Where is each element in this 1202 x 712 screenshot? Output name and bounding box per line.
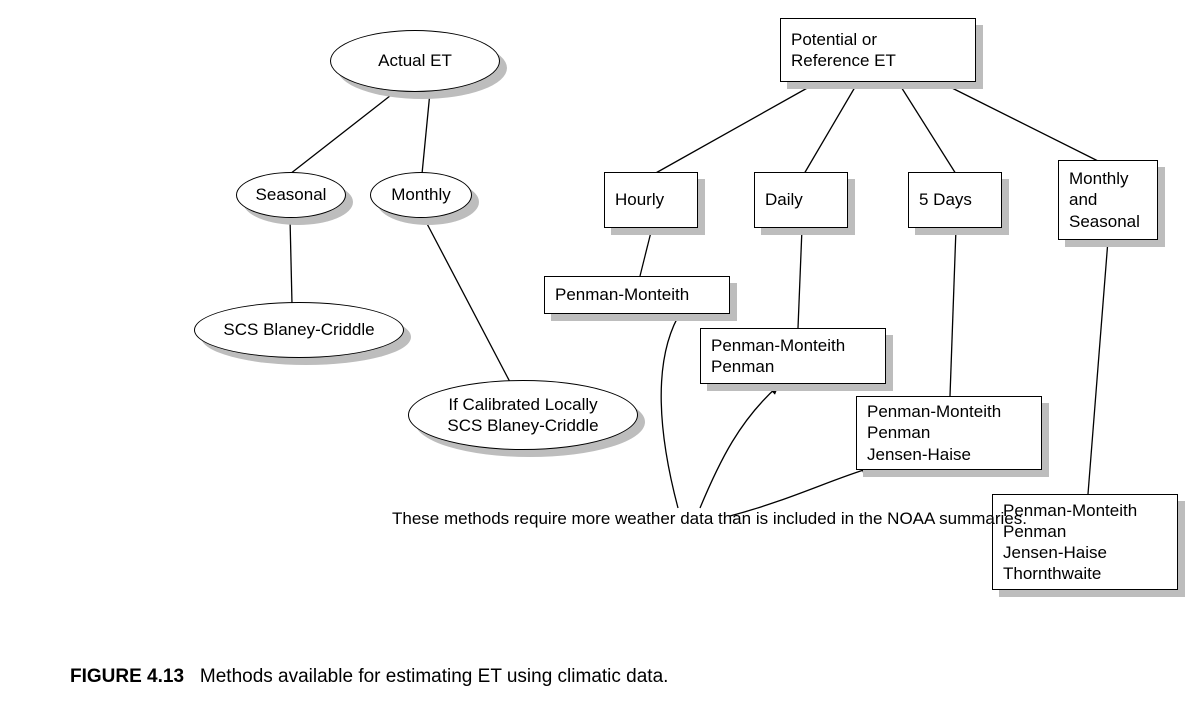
figure-caption-number: FIGURE 4.13: [70, 666, 184, 687]
node-actual_et: Actual ET: [330, 30, 500, 92]
node-seasonal: Seasonal: [236, 172, 346, 218]
node-monthly_season: Monthly and Seasonal: [1058, 160, 1158, 240]
node-scs_local: If Calibrated Locally SCS Blaney-Criddle: [408, 380, 638, 450]
edge: [640, 228, 652, 276]
edge: [422, 92, 430, 174]
node-five_days: 5 Days: [908, 172, 1002, 228]
diagram-canvas: Actual ET Seasonal Monthly SCS Blaney-Cridd…: [0, 0, 1202, 712]
edge: [898, 82, 956, 174]
node-pm_p: Penman-Monteith Penman: [700, 328, 886, 384]
edge: [950, 228, 956, 396]
edge: [1088, 240, 1108, 494]
node-monthly_e: Monthly: [370, 172, 472, 218]
figure-caption-text: Methods available for estimating ET usin…: [200, 666, 669, 687]
edge-layer: [0, 0, 1202, 712]
edge: [940, 82, 1100, 162]
node-pm_p_jh: Penman-Monteith Penman Jensen-Haise: [856, 396, 1042, 470]
note-arrow: [700, 386, 778, 508]
node-pm: Penman-Monteith: [544, 276, 730, 314]
note-arrow: [661, 310, 682, 508]
edge: [424, 218, 510, 382]
node-potential: Potential or Reference ET: [780, 18, 976, 82]
node-hourly: Hourly: [604, 172, 698, 228]
edge: [804, 82, 858, 174]
edge: [798, 228, 802, 328]
node-scs: SCS Blaney-Criddle: [194, 302, 404, 358]
edge: [290, 218, 292, 304]
node-daily: Daily: [754, 172, 848, 228]
edge: [654, 82, 818, 174]
figure-caption: FIGURE 4.13 Methods available for estima…: [70, 666, 668, 688]
footnote-text: These methods require more weather data …: [392, 508, 1027, 530]
edge: [290, 92, 395, 174]
